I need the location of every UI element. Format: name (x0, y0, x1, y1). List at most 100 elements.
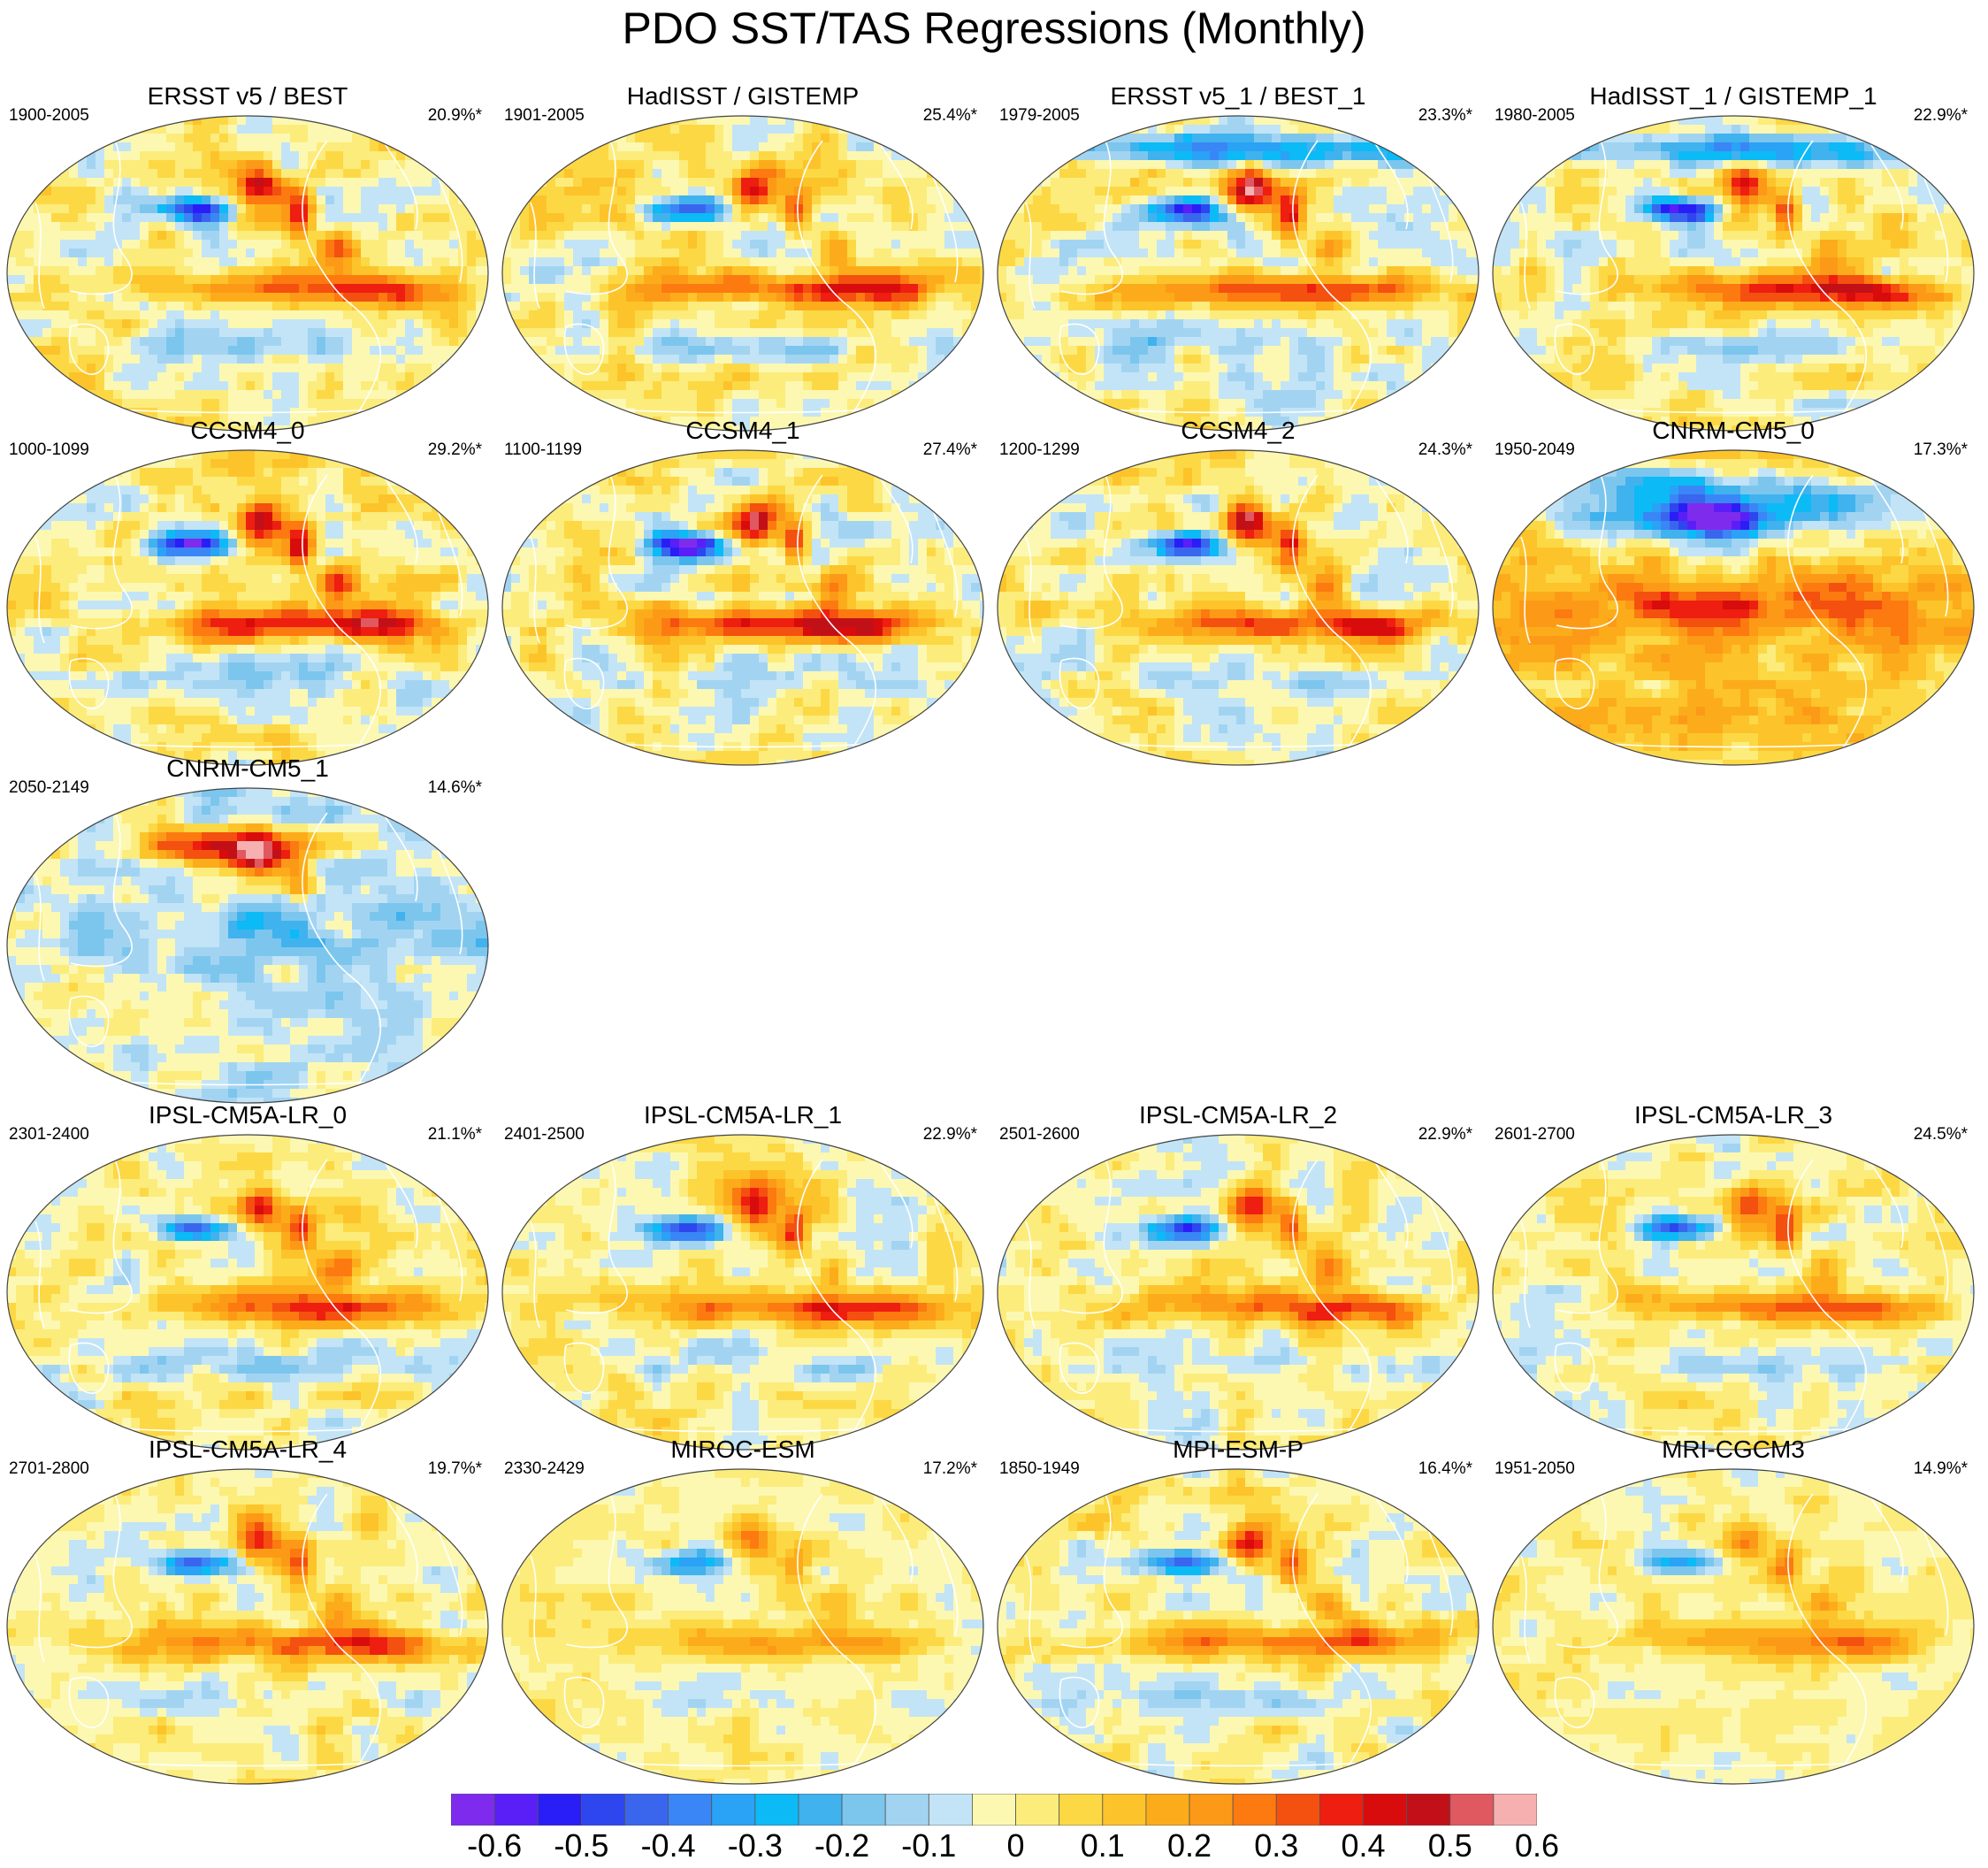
panel-period: 1100-1199 (504, 440, 582, 460)
panel-period: 1900-2005 (9, 106, 89, 126)
sst-field (7, 1469, 488, 1784)
sst-field (998, 1135, 1479, 1450)
robinson-map (1492, 1134, 1975, 1451)
colorbar-swatch (493, 1794, 539, 1826)
panel-variance-percent: 19.7%* (428, 1459, 482, 1479)
map-border (997, 449, 1480, 766)
panel-title: ERSST v5 / BEST (0, 81, 495, 111)
robinson-map (6, 1468, 489, 1785)
coastline (1025, 470, 1454, 754)
colorbar-swatch (1145, 1794, 1190, 1826)
colorbar-tick-label: 0.4 (1341, 1827, 1385, 1864)
colorbar-tick-label: -0.6 (467, 1827, 522, 1864)
map-panel: CCSM4_2 1200-1299 24.3%* (990, 416, 1486, 769)
panel-period: 1000-1099 (9, 440, 89, 460)
map-panel: HadISST / GISTEMP 1901-2005 25.4%* (495, 81, 990, 435)
colorbar-swatch (1015, 1794, 1060, 1826)
panel-title: ERSST v5_1 / BEST_1 (990, 81, 1486, 111)
map-panel: ERSST v5_1 / BEST_1 1979-2005 23.3%* (990, 81, 1486, 435)
colorbar-swatch (928, 1794, 973, 1826)
robinson-map (1492, 449, 1975, 766)
map-border (1492, 1468, 1975, 1785)
panel-variance-percent: 21.1%* (428, 1125, 482, 1145)
coastline (530, 1489, 959, 1773)
panel-title: CNRM-CM5_1 (0, 754, 495, 784)
map-panel: ERSST v5 / BEST 1900-2005 20.9%* (0, 81, 495, 435)
panel-title: MPI-ESM-P (990, 1435, 1486, 1465)
panel-title: HadISST / GISTEMP (495, 81, 990, 111)
panel-variance-percent: 14.6%* (428, 778, 482, 798)
map-panel: IPSL-CM5A-LR_3 2601-2700 24.5%* (1486, 1100, 1981, 1454)
coastline (530, 470, 959, 754)
robinson-map (997, 1134, 1480, 1451)
panel-period: 1200-1299 (999, 440, 1080, 460)
map-border (1492, 1134, 1975, 1451)
panel-period: 2701-2800 (9, 1459, 89, 1479)
robinson-map (1492, 115, 1975, 432)
colorbar-swatch (1102, 1794, 1147, 1826)
map-panel: HadISST_1 / GISTEMP_1 1980-2005 22.9%* (1486, 81, 1981, 435)
colorbar-tick-label: 0.6 (1515, 1827, 1559, 1864)
coastline (34, 470, 463, 754)
panel-period: 2401-2500 (504, 1125, 585, 1145)
colorbar-swatch (798, 1794, 843, 1826)
sst-field (7, 1135, 488, 1450)
panel-period: 2330-2429 (504, 1459, 585, 1479)
map-border (6, 1468, 489, 1785)
panel-period: 2601-2700 (1495, 1125, 1575, 1145)
map-border (6, 115, 489, 432)
colorbar-swatch (1493, 1794, 1537, 1826)
panel-variance-percent: 25.4%* (923, 106, 977, 126)
robinson-map (997, 1468, 1480, 1785)
map-border (501, 449, 984, 766)
coastline (530, 1154, 959, 1439)
map-panel: MRI-CGCM3 1951-2050 14.9%* (1486, 1435, 1981, 1788)
coastline (1025, 1154, 1454, 1439)
panel-period: 1979-2005 (999, 106, 1080, 126)
colorbar-tick-label: 0.2 (1167, 1827, 1212, 1864)
map-panel: CNRM-CM5_0 1950-2049 17.3%* (1486, 416, 1981, 769)
colorbar-swatch (1232, 1794, 1277, 1826)
panel-variance-percent: 23.3%* (1418, 106, 1472, 126)
colorbar-swatch (1189, 1794, 1234, 1826)
panel-variance-percent: 17.3%* (1914, 440, 1968, 460)
map-panel: IPSL-CM5A-LR_1 2401-2500 22.9%* (495, 1100, 990, 1454)
panel-variance-percent: 17.2%* (923, 1459, 977, 1479)
colorbar-swatch (1319, 1794, 1364, 1826)
map-border (997, 115, 1480, 432)
map-panel: CCSM4_0 1000-1099 29.2%* (0, 416, 495, 769)
robinson-map (501, 449, 984, 766)
panel-period: 1950-2049 (1495, 440, 1575, 460)
map-border (997, 1134, 1480, 1451)
robinson-map (501, 1468, 984, 1785)
colorbar-swatch (1059, 1794, 1104, 1826)
panel-variance-percent: 24.5%* (1914, 1125, 1968, 1145)
panel-variance-percent: 22.9%* (923, 1125, 977, 1145)
panel-title: IPSL-CM5A-LR_3 (1486, 1100, 1981, 1130)
coastline (34, 135, 463, 420)
panel-title: IPSL-CM5A-LR_0 (0, 1100, 495, 1130)
map-panel: MPI-ESM-P 1850-1949 16.4%* (990, 1435, 1486, 1788)
colorbar (451, 1794, 1537, 1826)
sst-field (1493, 1135, 1974, 1450)
coastline (34, 1154, 463, 1439)
colorbar-tick-label: -0.1 (901, 1827, 956, 1864)
colorbar-tick-label: -0.4 (641, 1827, 696, 1864)
panel-period: 1980-2005 (1495, 106, 1575, 126)
colorbar-swatch (668, 1794, 713, 1826)
panel-variance-percent: 22.9%* (1418, 1125, 1472, 1145)
robinson-map (6, 115, 489, 432)
coastline (1025, 1489, 1454, 1773)
map-border (501, 1468, 984, 1785)
panel-title: MRI-CGCM3 (1486, 1435, 1981, 1465)
sst-field (7, 450, 488, 765)
coastline (1520, 1154, 1949, 1439)
map-border (1492, 449, 1975, 766)
panel-variance-percent: 20.9%* (428, 106, 482, 126)
map-panel: MIROC-ESM 2330-2429 17.2%* (495, 1435, 990, 1788)
colorbar-swatch (1449, 1794, 1495, 1826)
map-panel: CCSM4_1 1100-1199 27.4%* (495, 416, 990, 769)
map-border (501, 1134, 984, 1451)
coastline (34, 1489, 463, 1773)
coastline (1520, 1489, 1949, 1773)
